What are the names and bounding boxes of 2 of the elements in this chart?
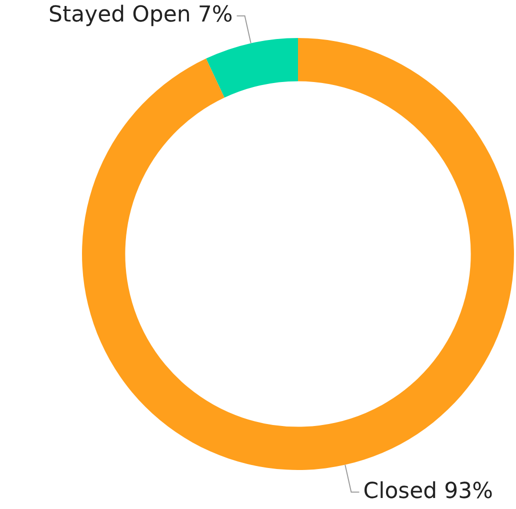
slice-label: Stayed Open 7% <box>48 2 233 28</box>
slice-label: Closed 93% <box>363 478 494 504</box>
